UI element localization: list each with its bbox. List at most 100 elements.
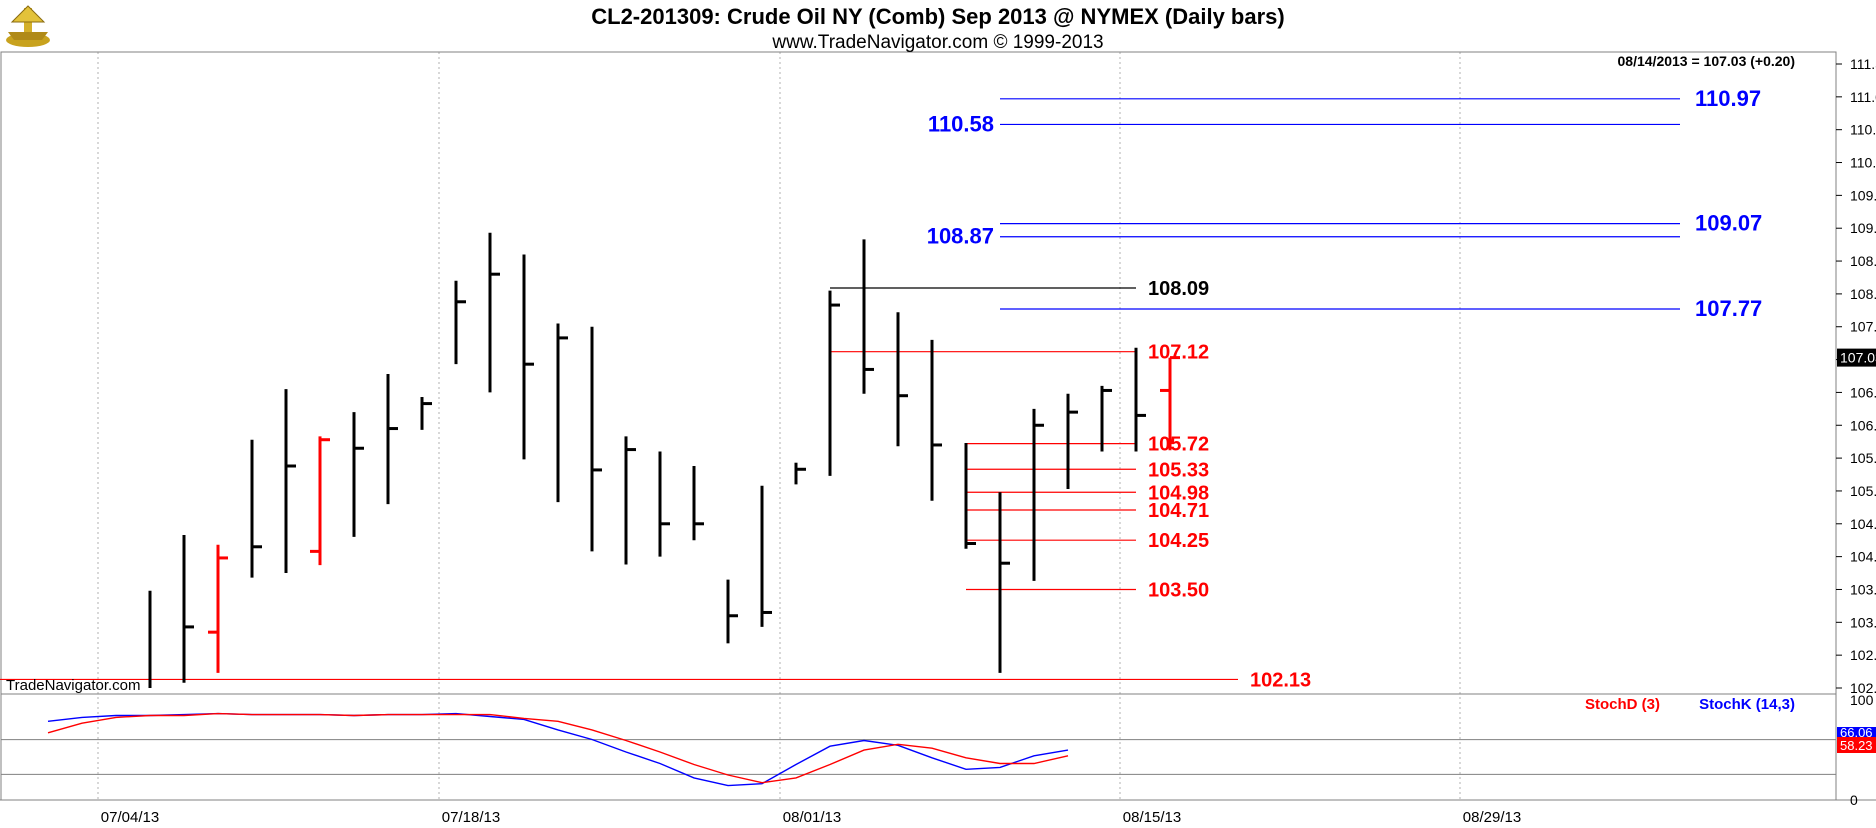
ohlc-bar [250,439,262,578]
date-tick-label: 07/18/13 [442,809,500,826]
price-tick-label: 111.50 [1850,56,1876,72]
ohlc-bar [386,374,398,505]
ohlc-bar [310,436,330,566]
ohlc-bar [454,280,466,365]
level-support: 104.98 [966,482,1209,504]
level-label: 102.13 [1250,669,1311,691]
ohlc-bar [1032,408,1044,581]
level-label: 109.07 [1695,211,1762,236]
ohlc-bar [556,323,568,503]
ohlc-bar [658,451,670,557]
ohlc-bar [1134,347,1146,452]
price-tick-label: 105.50 [1850,450,1876,466]
level-target: 110.58 [928,111,1680,136]
ohlc-bar [930,339,942,501]
chart-frame [0,51,1876,801]
stoch-d-readout: 58.23 [1840,738,1873,753]
stoch-k-readout-box [1837,727,1876,739]
ohlc-bar [624,436,636,565]
ohlc-bar [1160,356,1180,451]
price-tick-label: 109.00 [1850,220,1876,236]
ohlc-bar [1100,385,1112,452]
stoch-legend-k: StochK (14,3) [1699,696,1795,713]
price-tick-label: 104.50 [1850,516,1876,532]
date-tick-label: 08/15/13 [1123,809,1181,826]
level-support: 105.33 [966,459,1209,481]
stoch-tick-label: 100 [1850,692,1874,708]
level-support: 104.25 [966,530,1209,552]
price-tick-label: 103.00 [1850,614,1876,630]
level-label: 104.25 [1148,530,1209,552]
ohlc-bar [828,290,840,476]
level-label: 103.50 [1148,579,1209,601]
ohlc-bar [284,389,296,574]
price-bars [148,232,1180,688]
level-label: 104.71 [1148,500,1209,522]
level-target: 107.77 [1000,296,1762,321]
level-label: 105.33 [1148,459,1209,481]
ohlc-bar [760,485,772,627]
price-tick-label: 102.00 [1850,680,1876,696]
level-target: 110.97 [1000,86,1761,111]
level-label: 108.09 [1148,278,1209,300]
ohlc-bar [522,254,534,460]
level-target: 108.87 [927,224,1680,249]
ohlc-bar [726,579,738,644]
stoch-tick-label: 0 [1850,792,1858,808]
price-tick-label: 109.50 [1850,187,1876,203]
price-tick-label: 111.00 [1850,89,1876,105]
level-label: 110.97 [1695,86,1761,111]
date-tick-label: 08/01/13 [783,809,841,826]
stoch-d-readout-box [1837,737,1876,753]
last-price-readout: 08/14/2013 = 107.03 (+0.20) [1618,53,1795,69]
date-tick-label: 08/29/13 [1463,809,1521,826]
level-label: 105.72 [1148,434,1209,456]
price-levels: 110.97 110.58 109.07 108.87 108.09 107.77 107.… [0,86,1762,691]
plot-border [0,51,1837,801]
level-support: 105.72 [966,434,1209,456]
date-tick-label: 07/04/13 [101,809,159,826]
stoch-k-readout: 66.06 [1840,725,1873,740]
ohlc-bar [488,232,500,393]
ohlc-bar [896,312,908,447]
ohlc-bar [794,462,806,485]
price-tick-label: 104.00 [1850,549,1876,565]
ohlc-bar [590,326,602,552]
level-support: 102.13 [0,669,1311,691]
price-tick-label: 110.50 [1850,122,1876,138]
ohlc-bar [862,239,874,394]
price-axis: 111.50 111.00 110.50 110.00 109.50 109.00 108.… [1836,56,1876,696]
date-axis: 07/04/13 07/18/13 08/01/13 08/15/13 08/29/13 [101,809,1521,826]
ohlc-bar [208,544,228,673]
trade-navigator-logo-icon [6,5,50,47]
level-label: 104.98 [1148,482,1209,504]
level-support: 103.50 [966,579,1209,601]
level-target: 109.07 [1000,211,1762,236]
price-tick-label: 108.50 [1850,253,1876,269]
ohlc-bar [964,442,976,549]
last-price-box [1837,348,1876,367]
ohlc-bar [182,534,194,683]
ohlc-bar [692,465,704,541]
chart-subtitle: www.TradeNavigator.com © 1999-2013 [772,32,1104,53]
ohlc-bar [420,397,432,430]
ohlc-bar [1066,393,1078,489]
ohlc-bar [352,412,364,537]
chart-title: CL2-201309: Crude Oil NY (Comb) Sep 2013… [591,4,1285,29]
level-label: 107.12 [1148,342,1209,364]
stoch-line [47,712,1069,784]
price-tick-label: 108.00 [1850,286,1876,302]
price-tick-label: 107.50 [1850,319,1876,335]
ohlc-bar [998,492,1010,673]
price-tick-label: 105.00 [1850,483,1876,499]
level-label: 107.77 [1695,296,1762,321]
last-price-label: 107.03 [1840,350,1876,366]
level-label: 108.87 [927,224,994,249]
price-tick-label: 103.50 [1850,581,1876,597]
level-resistance: 108.09 [830,278,1209,300]
stoch-legend-d: StochD (3) [1585,696,1660,713]
price-tick-label: 110.00 [1850,155,1876,171]
level-support: 107.12 [830,342,1209,364]
